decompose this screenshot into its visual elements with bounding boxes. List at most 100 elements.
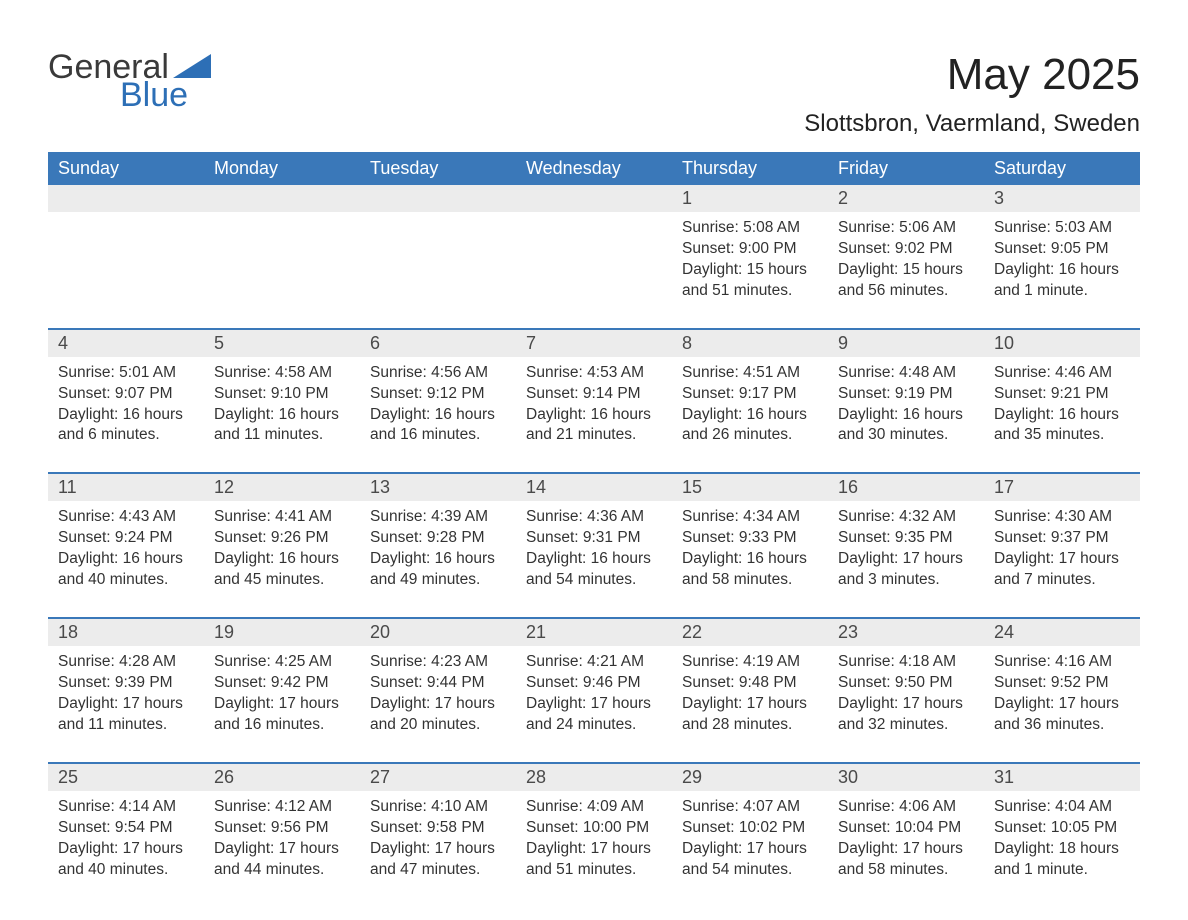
sunset-line: Sunset: 9:33 PM (682, 528, 818, 549)
daylight-line: Daylight: 16 hours and 45 minutes. (214, 549, 350, 591)
daynum-cell: 30 (828, 764, 984, 791)
daynum-cell: 7 (516, 330, 672, 357)
sunset-line: Sunset: 9:48 PM (682, 673, 818, 694)
daylight-line: Daylight: 16 hours and 26 minutes. (682, 405, 818, 447)
day-cell: Sunrise: 4:43 AMSunset: 9:24 PMDaylight:… (48, 501, 204, 601)
sunrise-line: Sunrise: 4:12 AM (214, 797, 350, 818)
daynum-cell: 11 (48, 474, 204, 501)
daylight-line: Daylight: 16 hours and 1 minute. (994, 260, 1130, 302)
week-block: 45678910 Sunrise: 5:01 AMSunset: 9:07 PM D… (48, 328, 1140, 457)
sunrise-line: Sunrise: 5:01 AM (58, 363, 194, 384)
sunrise-line: Sunrise: 4:30 AM (994, 507, 1130, 528)
daynum-row: 11121314151617 (48, 474, 1140, 501)
body-row: Sunrise: 4:14 AMSunset: 9:54 PMDaylight:… (48, 791, 1140, 891)
sunrise-line: Sunrise: 4:53 AM (526, 363, 662, 384)
sunset-line: Sunset: 9:46 PM (526, 673, 662, 694)
day-cell: Sunrise: 4:06 AMSunset: 10:04 PMDaylight… (828, 791, 984, 891)
daynum-cell: 1 (672, 185, 828, 212)
daynum-cell: 25 (48, 764, 204, 791)
day-cell: Sunrise: 4:51 AMSunset: 9:17 PMDaylight:… (672, 357, 828, 457)
logo: General Blue (48, 50, 211, 112)
daynum-cell (516, 185, 672, 212)
daynum-cell: 14 (516, 474, 672, 501)
day-cell: Sunrise: 4:19 AMSunset: 9:48 PMDaylight:… (672, 646, 828, 746)
daynum-cell: 12 (204, 474, 360, 501)
sunset-line: Sunset: 10:00 PM (526, 818, 662, 839)
sunrise-line: Sunrise: 4:46 AM (994, 363, 1130, 384)
sunset-line: Sunset: 9:44 PM (370, 673, 506, 694)
day-cell: Sunrise: 4:30 AMSunset: 9:37 PMDaylight:… (984, 501, 1140, 601)
daylight-line: Daylight: 16 hours and 16 minutes. (370, 405, 506, 447)
sunrise-line: Sunrise: 4:43 AM (58, 507, 194, 528)
daylight-line: Daylight: 17 hours and 20 minutes. (370, 694, 506, 736)
day-cell: Sunrise: 4:09 AMSunset: 10:00 PMDaylight… (516, 791, 672, 891)
daylight-line: Daylight: 17 hours and 32 minutes. (838, 694, 974, 736)
daylight-line: Daylight: 17 hours and 51 minutes. (526, 839, 662, 881)
daylight-line: Daylight: 17 hours and 40 minutes. (58, 839, 194, 881)
calendar: SundayMondayTuesdayWednesdayThursdayFrid… (48, 152, 1140, 890)
daynum-cell (204, 185, 360, 212)
sunrise-line: Sunrise: 4:06 AM (838, 797, 974, 818)
sunset-line: Sunset: 9:31 PM (526, 528, 662, 549)
sunrise-line: Sunrise: 4:14 AM (58, 797, 194, 818)
day-cell: Sunrise: 5:03 AMSunset: 9:05 PMDaylight:… (984, 212, 1140, 312)
daylight-line: Daylight: 17 hours and 11 minutes. (58, 694, 194, 736)
week-block: 25262728293031Sunrise: 4:14 AMSunset: 9:… (48, 762, 1140, 891)
daynum-cell: 15 (672, 474, 828, 501)
daynum-cell: 21 (516, 619, 672, 646)
daynum-row: 18192021222324 (48, 619, 1140, 646)
sunrise-line: Sunrise: 4:58 AM (214, 363, 350, 384)
day-cell: Sunrise: 4:04 AMSunset: 10:05 PMDaylight… (984, 791, 1140, 891)
daynum-row: 45678910 (48, 330, 1140, 357)
sunset-line: Sunset: 9:35 PM (838, 528, 974, 549)
sunset-line: Sunset: 9:24 PM (58, 528, 194, 549)
sunrise-line: Sunrise: 4:19 AM (682, 652, 818, 673)
sunset-line: Sunset: 9:28 PM (370, 528, 506, 549)
daynum-cell: 26 (204, 764, 360, 791)
day-cell: Sunrise: 4:36 AMSunset: 9:31 PMDaylight:… (516, 501, 672, 601)
sunrise-line: Sunrise: 4:07 AM (682, 797, 818, 818)
sunrise-line: Sunrise: 4:48 AM (838, 363, 974, 384)
daylight-line: Daylight: 17 hours and 3 minutes. (838, 549, 974, 591)
daynum-cell: 9 (828, 330, 984, 357)
day-cell (360, 212, 516, 312)
daylight-line: Daylight: 16 hours and 21 minutes. (526, 405, 662, 447)
daynum-row: 123 (48, 185, 1140, 212)
daynum-cell: 19 (204, 619, 360, 646)
daylight-line: Daylight: 17 hours and 58 minutes. (838, 839, 974, 881)
sunset-line: Sunset: 9:26 PM (214, 528, 350, 549)
sunrise-line: Sunrise: 4:34 AM (682, 507, 818, 528)
sunset-line: Sunset: 10:05 PM (994, 818, 1130, 839)
daynum-cell: 5 (204, 330, 360, 357)
sunset-line: Sunset: 9:12 PM (370, 384, 506, 405)
daylight-line: Daylight: 18 hours and 1 minute. (994, 839, 1130, 881)
daynum-cell: 24 (984, 619, 1140, 646)
day-cell: Sunrise: 4:07 AMSunset: 10:02 PMDaylight… (672, 791, 828, 891)
week-block: 18192021222324Sunrise: 4:28 AMSunset: 9:… (48, 617, 1140, 746)
daylight-line: Daylight: 16 hours and 30 minutes. (838, 405, 974, 447)
sunset-line: Sunset: 9:07 PM (58, 384, 194, 405)
day-cell: Sunrise: 4:28 AMSunset: 9:39 PMDaylight:… (48, 646, 204, 746)
daynum-cell: 16 (828, 474, 984, 501)
daylight-line: Daylight: 16 hours and 40 minutes. (58, 549, 194, 591)
sunrise-line: Sunrise: 4:09 AM (526, 797, 662, 818)
daylight-line: Daylight: 17 hours and 54 minutes. (682, 839, 818, 881)
sunset-line: Sunset: 10:04 PM (838, 818, 974, 839)
day-cell: Sunrise: 4:58 AMSunset: 9:10 PMDaylight:… (204, 357, 360, 457)
sunset-line: Sunset: 9:14 PM (526, 384, 662, 405)
day-cell: Sunrise: 4:10 AMSunset: 9:58 PMDaylight:… (360, 791, 516, 891)
daynum-cell: 31 (984, 764, 1140, 791)
daynum-cell: 29 (672, 764, 828, 791)
sunrise-line: Sunrise: 4:28 AM (58, 652, 194, 673)
sunset-line: Sunset: 9:54 PM (58, 818, 194, 839)
daynum-cell: 18 (48, 619, 204, 646)
sunrise-line: Sunrise: 4:21 AM (526, 652, 662, 673)
daynum-cell: 17 (984, 474, 1140, 501)
sunrise-line: Sunrise: 4:23 AM (370, 652, 506, 673)
day-cell: Sunrise: 4:41 AMSunset: 9:26 PMDaylight:… (204, 501, 360, 601)
day-cell: Sunrise: 4:53 AMSunset: 9:14 PMDaylight:… (516, 357, 672, 457)
sunrise-line: Sunrise: 4:18 AM (838, 652, 974, 673)
day-cell: Sunrise: 5:08 AMSunset: 9:00 PMDaylight:… (672, 212, 828, 312)
dow-cell: Saturday (984, 152, 1140, 185)
sunrise-line: Sunrise: 5:03 AM (994, 218, 1130, 239)
